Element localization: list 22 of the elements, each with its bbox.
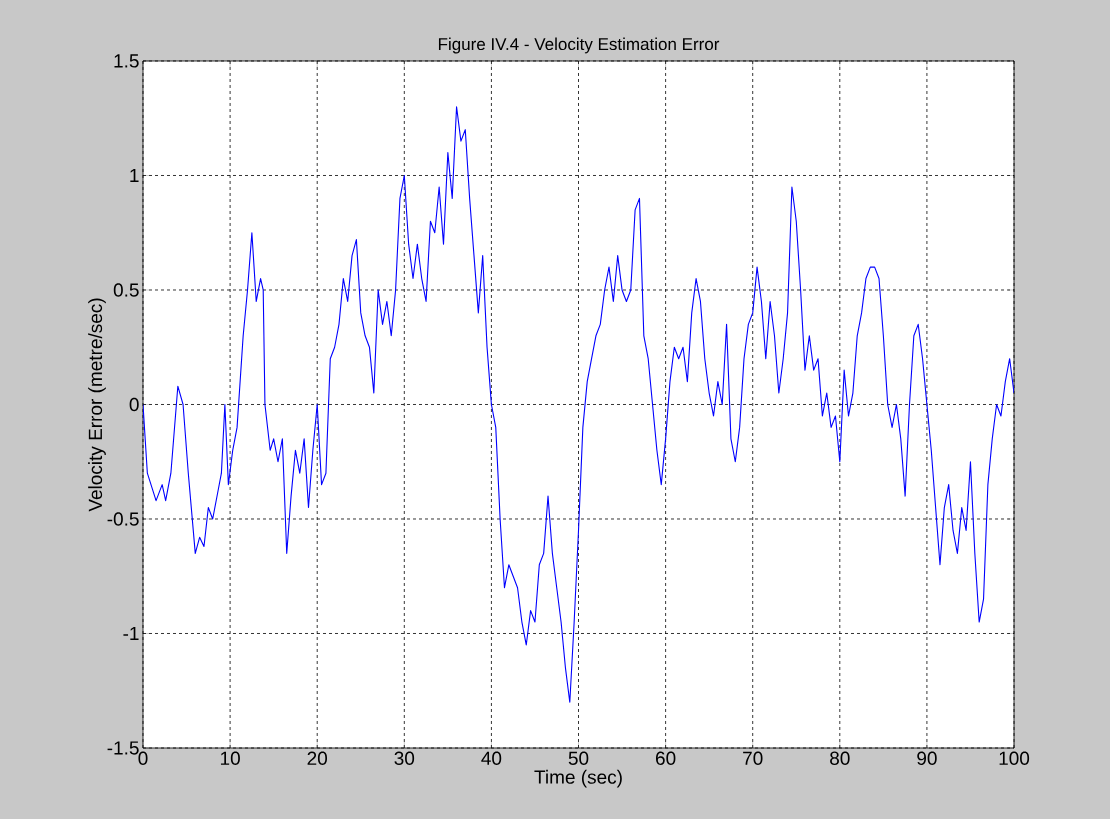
x-tick-label: 70 <box>743 751 763 765</box>
x-tick-label: 10 <box>220 751 240 765</box>
x-tick-label: 60 <box>656 751 676 765</box>
x-axis-title: Time (sec) <box>534 769 622 788</box>
x-tick-label: 100 <box>999 751 1030 765</box>
x-tick-label: 0 <box>138 751 148 765</box>
y-tick-label: 1 <box>130 168 139 183</box>
x-tick-label: 90 <box>917 751 937 765</box>
x-tick-label: 80 <box>830 751 850 765</box>
line-series <box>143 106 1015 703</box>
x-tick-label: 40 <box>481 751 502 765</box>
y-tick-label: 0.5 <box>113 283 139 297</box>
y-tick-label: 0 <box>129 397 139 412</box>
y-tick-label: -1.5 <box>107 741 139 755</box>
x-tick-label: 20 <box>307 751 328 765</box>
y-axis-title: Velocity Error (metre/sec) <box>88 298 106 512</box>
y-tick-label: 1.5 <box>114 54 139 68</box>
chart-title: Figure IV.4 - Velocity Estimation Error <box>438 37 720 54</box>
y-tick-label: -1 <box>123 626 139 641</box>
x-tick-label: 50 <box>568 751 589 765</box>
x-tick-label: 30 <box>394 751 415 765</box>
y-tick-label: -0.5 <box>107 512 139 526</box>
